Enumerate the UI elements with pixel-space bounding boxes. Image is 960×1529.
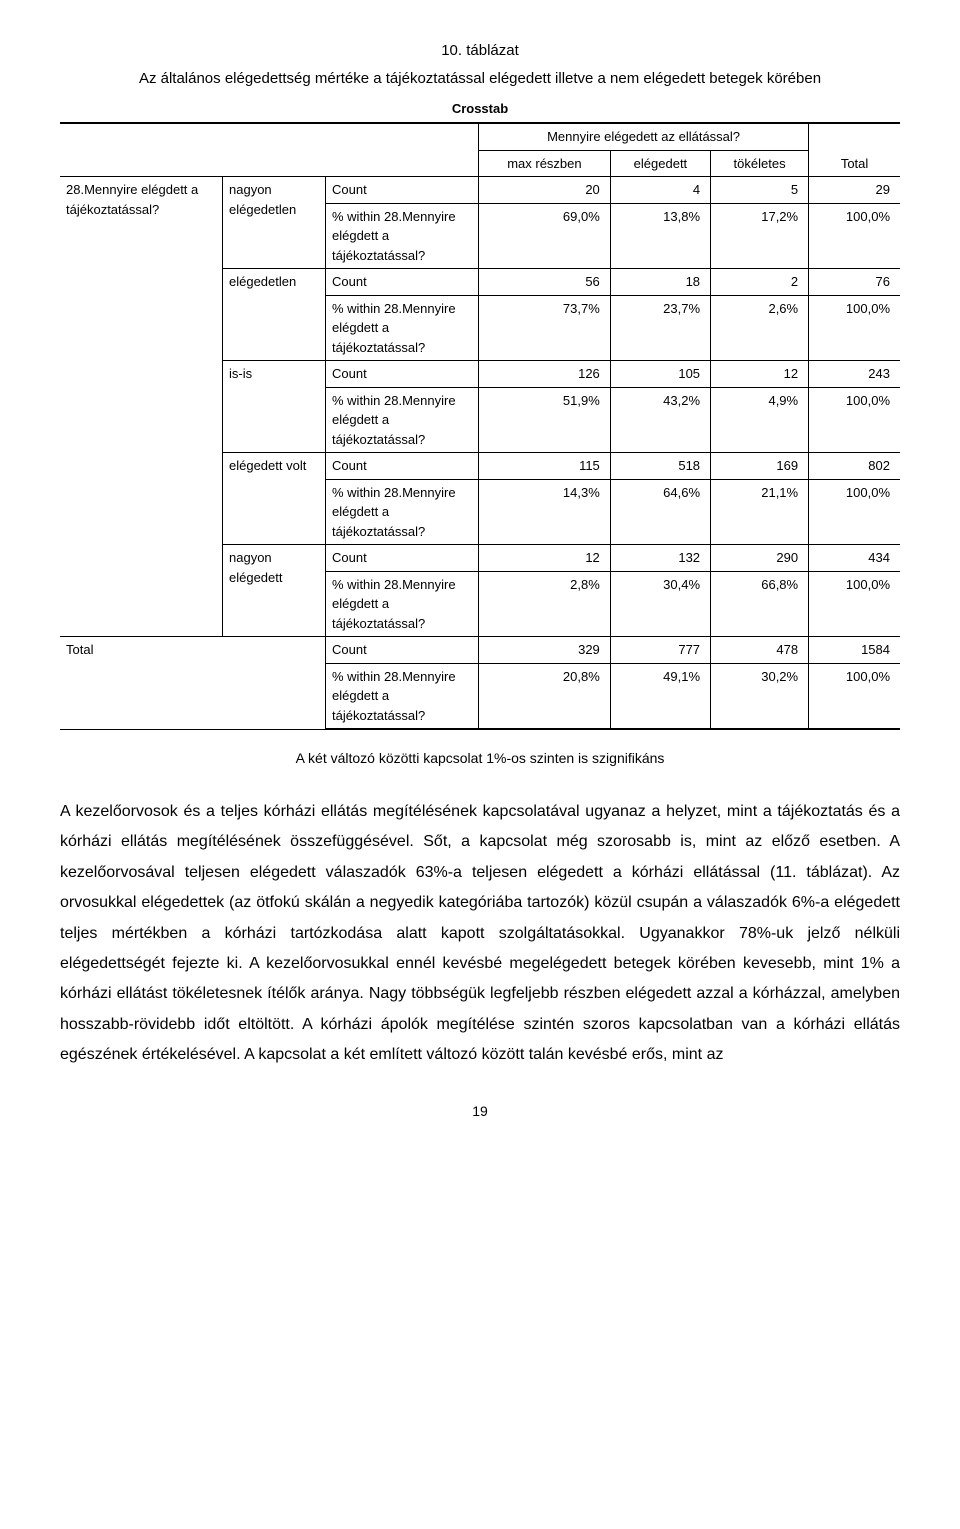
cell: 100,0%	[809, 571, 900, 637]
cell: 100,0%	[809, 663, 900, 729]
cell: 13,8%	[610, 203, 710, 269]
cell: 100,0%	[809, 387, 900, 453]
cell: 169	[711, 453, 809, 480]
within-label: % within 28.Mennyire elégdett a tájékozt…	[326, 387, 479, 453]
count-label: Count	[326, 177, 479, 204]
header-super: Mennyire elégedett az ellátással?	[479, 123, 809, 150]
cell: 49,1%	[610, 663, 710, 729]
cell: 4,9%	[711, 387, 809, 453]
count-label: Count	[326, 453, 479, 480]
crosstab-label: Crosstab	[60, 99, 900, 119]
body-paragraph: A kezelőorvosok és a teljes kórházi ellá…	[60, 797, 900, 1071]
cell: 30,2%	[711, 663, 809, 729]
cell: 478	[711, 637, 809, 664]
count-label: Count	[326, 361, 479, 388]
cell: 100,0%	[809, 479, 900, 545]
table-footnote: A két változó közötti kapcsolat 1%-os sz…	[60, 748, 900, 769]
total-label: Total	[60, 637, 326, 730]
cell: 43,2%	[610, 387, 710, 453]
cell: 115	[479, 453, 611, 480]
cell: 1584	[809, 637, 900, 664]
cell: 18	[610, 269, 710, 296]
within-label: % within 28.Mennyire elégdett a tájékozt…	[326, 295, 479, 361]
header-col-1: elégedett	[610, 150, 710, 177]
cell: 29	[809, 177, 900, 204]
cell: 76	[809, 269, 900, 296]
table-title: Az általános elégedettség mértéke a tájé…	[80, 67, 880, 91]
table-number: 10. táblázat	[60, 40, 900, 63]
cell: 290	[711, 545, 809, 572]
page-number: 19	[60, 1101, 900, 1122]
cell: 12	[479, 545, 611, 572]
count-label: Count	[326, 545, 479, 572]
cell: 30,4%	[610, 571, 710, 637]
group-4-label: nagyon elégedett	[223, 545, 326, 637]
cell: 20	[479, 177, 611, 204]
cell: 5	[711, 177, 809, 204]
header-col-0: max részben	[479, 150, 611, 177]
cell: 434	[809, 545, 900, 572]
cell: 243	[809, 361, 900, 388]
within-label: % within 28.Mennyire elégdett a tájékozt…	[326, 203, 479, 269]
cell: 20,8%	[479, 663, 611, 729]
count-label: Count	[326, 637, 479, 664]
cell: 12	[711, 361, 809, 388]
row-var-label: 28.Mennyire elégdett a tájékoztatással?	[60, 177, 223, 637]
within-label: % within 28.Mennyire elégdett a tájékozt…	[326, 479, 479, 545]
cell: 17,2%	[711, 203, 809, 269]
cell: 66,8%	[711, 571, 809, 637]
header-total: Total	[809, 123, 900, 177]
group-0-label: nagyon elégedetlen	[223, 177, 326, 269]
within-label: % within 28.Mennyire elégdett a tájékozt…	[326, 571, 479, 637]
cell: 126	[479, 361, 611, 388]
within-label: % within 28.Mennyire elégdett a tájékozt…	[326, 663, 479, 729]
cell: 100,0%	[809, 295, 900, 361]
cell: 2,6%	[711, 295, 809, 361]
cell: 23,7%	[610, 295, 710, 361]
cell: 518	[610, 453, 710, 480]
cell: 777	[610, 637, 710, 664]
header-col-2: tökéletes	[711, 150, 809, 177]
cell: 21,1%	[711, 479, 809, 545]
cell: 105	[610, 361, 710, 388]
crosstab-table: Mennyire elégedett az ellátással? Total …	[60, 122, 900, 730]
cell: 73,7%	[479, 295, 611, 361]
cell: 100,0%	[809, 203, 900, 269]
cell: 329	[479, 637, 611, 664]
cell: 2,8%	[479, 571, 611, 637]
group-3-label: elégedett volt	[223, 453, 326, 545]
cell: 4	[610, 177, 710, 204]
group-1-label: elégedetlen	[223, 269, 326, 361]
cell: 132	[610, 545, 710, 572]
count-label: Count	[326, 269, 479, 296]
cell: 56	[479, 269, 611, 296]
cell: 51,9%	[479, 387, 611, 453]
cell: 69,0%	[479, 203, 611, 269]
group-2-label: is-is	[223, 361, 326, 453]
cell: 14,3%	[479, 479, 611, 545]
cell: 802	[809, 453, 900, 480]
cell: 64,6%	[610, 479, 710, 545]
cell: 2	[711, 269, 809, 296]
